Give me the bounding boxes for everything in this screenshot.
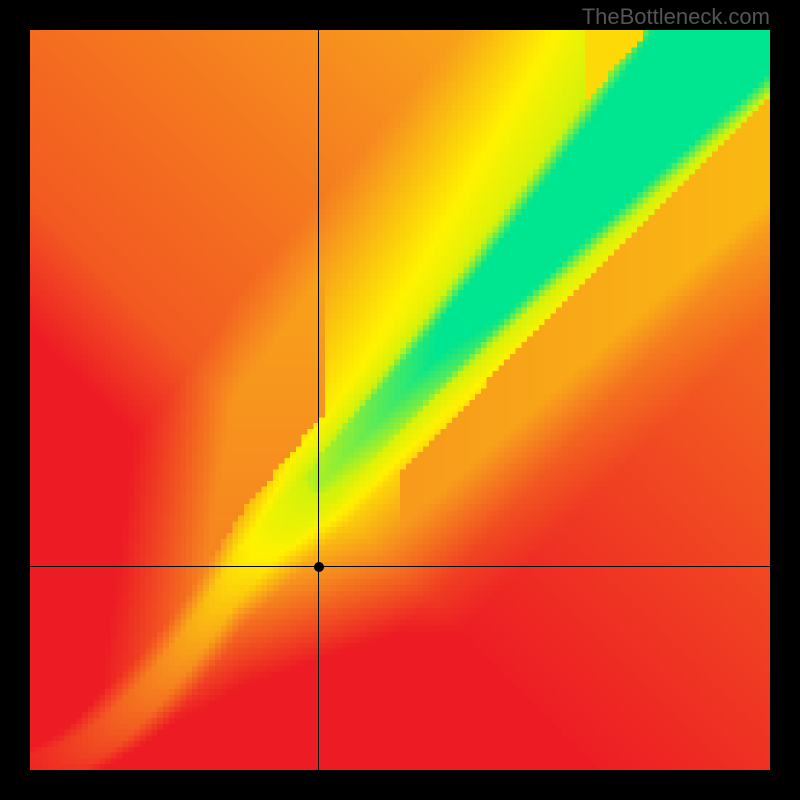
chart-container: TheBottleneck.com <box>0 0 800 800</box>
selection-marker <box>314 562 324 572</box>
crosshair-horizontal <box>30 566 770 567</box>
bottleneck-heatmap <box>30 30 770 770</box>
crosshair-vertical <box>318 30 319 770</box>
watermark-text: TheBottleneck.com <box>582 4 770 30</box>
